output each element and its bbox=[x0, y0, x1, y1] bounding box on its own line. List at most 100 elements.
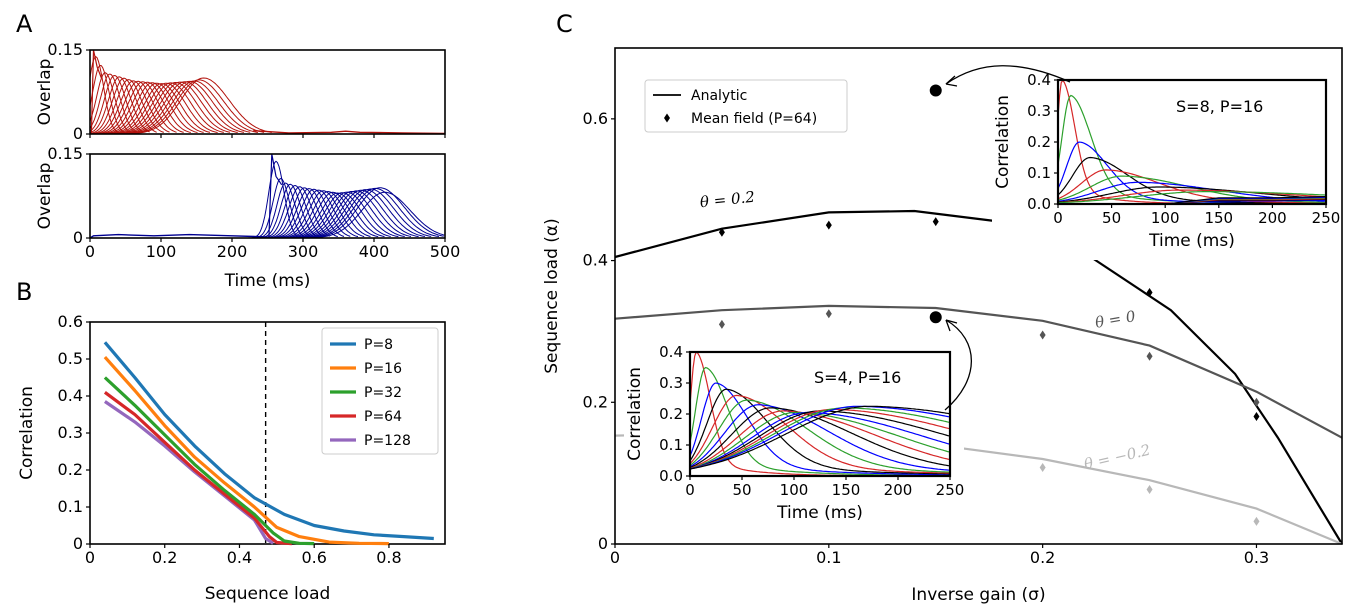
inset-bottom-curve bbox=[689, 405, 950, 470]
inset-top-curve bbox=[1057, 191, 1325, 204]
b-series-line bbox=[103, 376, 315, 546]
arrow-to-bottom-highlight bbox=[944, 319, 973, 411]
a-bottom-curve bbox=[265, 189, 359, 239]
inset-top-xlabel: Time (ms) bbox=[1148, 231, 1235, 251]
a-top-curve bbox=[112, 77, 272, 135]
b-legend-box bbox=[321, 327, 439, 455]
c-legend-meanfield-label: Mean field (P=64) bbox=[691, 111, 817, 127]
b-ytick-label: 0.1 bbox=[58, 497, 83, 516]
a-top-curve bbox=[89, 81, 184, 135]
a-bottom-xtick-label: 400 bbox=[359, 242, 390, 261]
c-ytick-label: 0.2 bbox=[583, 392, 608, 411]
inset-bottom-curve bbox=[689, 407, 950, 470]
c-ytick-label: 0 bbox=[598, 534, 608, 553]
inset-bottom-title: S=4, P=16 bbox=[814, 368, 901, 387]
inset-top-background bbox=[992, 74, 1340, 260]
b-series-line bbox=[103, 400, 274, 545]
b-ytick-label: 0.6 bbox=[58, 312, 83, 331]
inset-top-ytick-label: 0.2 bbox=[1027, 133, 1051, 151]
inset-bottom-xtick-label: 250 bbox=[936, 481, 965, 499]
a-bottom-xtick-label: 200 bbox=[217, 242, 248, 261]
a-top-frame bbox=[89, 49, 446, 135]
c-mean-field-marker bbox=[1253, 397, 1260, 407]
c-mean-field-marker bbox=[1039, 330, 1046, 340]
c-highlight-point bbox=[929, 84, 942, 97]
c-mean-field-marker bbox=[718, 319, 725, 329]
b-xtick-label: 0.6 bbox=[301, 548, 326, 567]
a-top-curve bbox=[89, 76, 150, 134]
b-legend-label: P=32 bbox=[364, 385, 402, 401]
c-mean-field-marker bbox=[1039, 462, 1046, 472]
inset-top-tail bbox=[1165, 196, 1327, 205]
b-series-line bbox=[103, 341, 434, 541]
inset-top-ylabel: Correlation bbox=[993, 95, 1013, 189]
inset-bottom-curve bbox=[689, 410, 950, 469]
a-top-ylabel: Overlap bbox=[35, 59, 55, 126]
inset-top-curve bbox=[1057, 169, 1325, 204]
a-top-curve bbox=[89, 77, 157, 134]
inset-top-xtick-label: 0 bbox=[1053, 209, 1063, 227]
a-top-onset bbox=[90, 49, 102, 135]
c-xtick-label: 0.3 bbox=[1244, 548, 1269, 567]
inset-bottom-ytick-label: 0.4 bbox=[659, 343, 683, 361]
inset-bottom-ytick-label: 0.0 bbox=[659, 467, 683, 485]
a-bottom-ytick-label: 0 bbox=[73, 228, 83, 247]
inset-bottom-ylabel: Correlation bbox=[625, 367, 645, 461]
b-xlabel: Sequence load bbox=[205, 584, 331, 604]
inset-bottom-xtick-label: 200 bbox=[884, 481, 913, 499]
c-ytick-label: 0.6 bbox=[583, 109, 608, 128]
inset-arrows bbox=[944, 65, 1071, 411]
inset-top-curve bbox=[1057, 186, 1325, 203]
inset-bottom-curve bbox=[689, 404, 950, 471]
c-mean-field-marker bbox=[932, 217, 939, 227]
arrow-to-top-highlight bbox=[945, 65, 1071, 85]
inset-bottom-curve bbox=[689, 408, 950, 470]
c-ylabel: Sequence load (α) bbox=[542, 218, 562, 373]
inset-top-xtick-label: 200 bbox=[1258, 209, 1287, 227]
a-bottom-curve bbox=[247, 160, 298, 239]
a-bottom-curve bbox=[249, 177, 304, 239]
panel-b-label: B bbox=[16, 278, 32, 306]
c-mean-field-marker bbox=[718, 227, 725, 237]
a-bottom-baseline bbox=[89, 233, 268, 239]
a-bottom-xtick-label: 500 bbox=[430, 242, 461, 261]
inset-top-xtick-label: 50 bbox=[1102, 209, 1121, 227]
inset-bottom-ytick-label: 0.1 bbox=[659, 436, 683, 454]
b-xtick-label: 0.2 bbox=[152, 548, 177, 567]
c-ytick-label: 0.4 bbox=[583, 251, 608, 270]
b-series-line bbox=[103, 391, 292, 546]
panel-c-plot: θ = 0.2 θ = 0 θ = −0.2 0 0.1 0.2 0.3 0 0.2 0.4 0.6… bbox=[542, 47, 1343, 605]
panel-a-label: A bbox=[16, 10, 33, 38]
inset-bottom-ytick-label: 0.2 bbox=[659, 405, 683, 423]
inset-bottom-xtick-label: 150 bbox=[832, 481, 861, 499]
a-top-ytick-label: 0.15 bbox=[47, 40, 83, 59]
inset-bottom-curve bbox=[689, 411, 950, 470]
inset-top-ytick-label: 0.3 bbox=[1027, 102, 1051, 120]
c-analytic-curve bbox=[614, 304, 1343, 439]
inset-top-plot: 0 50 100 150 200 250 0.0 0.1 0.2 0.3 0.4 Correlatio… bbox=[992, 71, 1340, 260]
inset-top-title: S=8, P=16 bbox=[1176, 97, 1263, 116]
a-bottom-ylabel: Overlap bbox=[35, 163, 55, 230]
b-xtick-label: 0.4 bbox=[227, 548, 252, 567]
c-xlabel: Inverse gain (σ) bbox=[911, 585, 1045, 605]
inset-bottom-xtick-label: 50 bbox=[732, 481, 751, 499]
inset-top-xtick-label: 150 bbox=[1204, 209, 1233, 227]
a-bottom-curve bbox=[251, 182, 311, 239]
c-mean-field-marker bbox=[825, 220, 832, 230]
b-ytick-label: 0.3 bbox=[58, 423, 83, 442]
b-ylabel: Correlation bbox=[17, 386, 37, 480]
b-ytick-label: 0.4 bbox=[58, 386, 83, 405]
inset-top-ytick-label: 0.1 bbox=[1027, 164, 1051, 182]
c-mean-field-marker bbox=[825, 309, 832, 319]
a-bottom-xtick-label: 0 bbox=[85, 242, 95, 261]
c-mean-field-marker bbox=[1253, 411, 1260, 421]
arrow-head-bottom bbox=[945, 319, 958, 332]
b-series-line bbox=[103, 356, 389, 546]
inset-top-curve bbox=[1057, 189, 1325, 204]
inset-top-ytick-label: 0.4 bbox=[1027, 71, 1051, 89]
a-bottom-xtick-label: 100 bbox=[146, 242, 177, 261]
panel-c-label: C bbox=[556, 10, 573, 38]
c-mean-field-marker bbox=[1146, 287, 1153, 297]
